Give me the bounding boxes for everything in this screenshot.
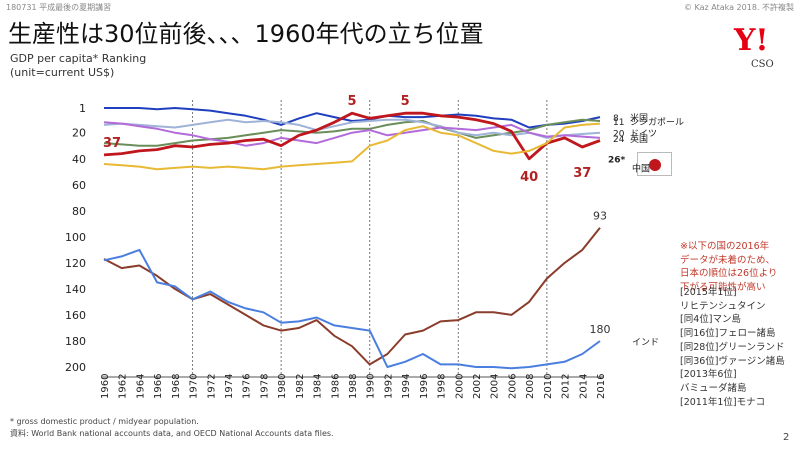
logo-caption: CSO bbox=[751, 59, 774, 70]
x-tick-label: 1998 bbox=[437, 374, 448, 399]
chart-subtitle: GDP per capita* Ranking (unit=current US… bbox=[10, 52, 146, 80]
data-annotation: 5 bbox=[347, 94, 356, 109]
x-tick-label: 1992 bbox=[383, 374, 394, 399]
legend-rank-label: 20 bbox=[613, 130, 625, 140]
x-tick-label: 1984 bbox=[313, 374, 324, 399]
yahoo-logo: Y! CSO bbox=[733, 23, 774, 70]
header-course-label: 180731 平成最後の夏期講習 bbox=[6, 3, 112, 12]
data-annotation: 37 bbox=[573, 166, 591, 181]
x-tick-label: 1970 bbox=[189, 374, 200, 399]
note-list-item: [2013年6位] bbox=[680, 369, 737, 381]
note-list-item: [同4位]マン島 bbox=[680, 314, 741, 326]
y-tick-label: 80 bbox=[72, 205, 86, 218]
copyright-label: © Kaz Ataka 2018. 不許複製 bbox=[683, 3, 794, 12]
x-tick-label: 1976 bbox=[242, 374, 253, 399]
x-tick-label: 1980 bbox=[277, 374, 288, 399]
x-tick-label: 1972 bbox=[206, 374, 217, 399]
japan-flag-icon bbox=[637, 152, 672, 176]
y-tick-label: 140 bbox=[65, 283, 86, 296]
x-tick-label: 1986 bbox=[330, 374, 341, 399]
y-tick-label: 40 bbox=[72, 153, 86, 166]
series-line bbox=[103, 122, 601, 171]
legend-rank-label: 11 bbox=[613, 118, 624, 128]
note-list-item: [2015年1位] bbox=[680, 287, 737, 298]
x-tick-label: 2010 bbox=[543, 374, 554, 399]
page-number: 2 bbox=[783, 432, 790, 443]
x-tick-label: 2016 bbox=[596, 374, 607, 399]
note-list-item: バミューダ諸島 bbox=[680, 382, 747, 394]
x-tick-label: 1994 bbox=[401, 374, 412, 399]
series-line bbox=[103, 118, 601, 147]
subtitle-line-1: GDP per capita* Ranking bbox=[10, 52, 147, 65]
note-list-item: リヒテンシュタイン bbox=[680, 300, 766, 312]
note-red-line: 日本の順位は26位より bbox=[680, 268, 778, 279]
legend-series-label: ドイツ bbox=[630, 130, 657, 140]
legend-rank-label: 8 bbox=[613, 114, 619, 124]
y-tick-label: 200 bbox=[65, 361, 86, 374]
x-tick-label: 1968 bbox=[171, 374, 182, 399]
logo-mark: Y! bbox=[733, 23, 769, 58]
x-tick-label: 1962 bbox=[118, 374, 129, 399]
x-tick-label: 2006 bbox=[507, 374, 518, 399]
y-tick-label: 20 bbox=[72, 127, 86, 140]
data-annotation: 37 bbox=[103, 136, 121, 151]
series-line bbox=[104, 107, 601, 129]
x-tick-label: 1966 bbox=[153, 374, 164, 399]
x-tick-label: 2004 bbox=[490, 374, 501, 399]
excluded-countries-list: [2015年1位] リヒテンシュタイン [同4位]マン島 [同16位]フェロー諸… bbox=[680, 286, 798, 409]
series-line bbox=[103, 248, 601, 370]
x-tick-label: 1996 bbox=[419, 374, 430, 399]
x-tick-label: 1988 bbox=[348, 374, 359, 399]
x-tick-label: 1990 bbox=[366, 374, 377, 399]
x-tick-label: 1960 bbox=[100, 374, 111, 399]
series-line bbox=[103, 121, 601, 147]
note-list-item: [同16位]フェロー諸島 bbox=[680, 328, 776, 340]
series-line bbox=[103, 227, 601, 366]
note-red-line: データが未着のため、 bbox=[680, 254, 776, 266]
series-name-label: インド bbox=[632, 338, 659, 348]
y-tick-label: 100 bbox=[65, 231, 86, 244]
note-list-item: [同36位]ヴァージン諸島 bbox=[680, 355, 785, 367]
data-caveat-note: ※以下の国の2016年 データが未着のため、 日本の順位は26位より 下がる可能… bbox=[680, 240, 798, 294]
note-list-item: [2011年1位]モナコ bbox=[680, 396, 766, 408]
series-line bbox=[103, 118, 601, 139]
x-tick-label: 1982 bbox=[295, 374, 306, 399]
footnote-definition: * gross domestic product / midyear popul… bbox=[10, 417, 199, 426]
series-name-label: 中国 bbox=[632, 163, 650, 175]
x-tick-label: 2002 bbox=[472, 374, 483, 399]
data-annotation: 5 bbox=[401, 94, 410, 109]
page-title: 生産性は30位前後、、、1960年代の立ち位置 bbox=[8, 20, 484, 48]
y-tick-label: 60 bbox=[72, 179, 86, 192]
series-line bbox=[103, 111, 601, 161]
y-tick-label: 160 bbox=[65, 309, 86, 322]
data-annotation: 40 bbox=[520, 170, 538, 185]
y-tick-label: 180 bbox=[65, 335, 86, 348]
footnote-source: 資料: World Bank national accounts data, a… bbox=[10, 429, 334, 438]
x-tick-label: 2012 bbox=[561, 374, 572, 399]
x-tick-label: 1978 bbox=[259, 374, 270, 399]
note-red-line: ※以下の国の2016年 bbox=[680, 241, 770, 252]
note-red-line: 下がる可能性が高い bbox=[680, 281, 766, 293]
legend-series-label: 英国 bbox=[630, 133, 648, 145]
x-tick-label: 1974 bbox=[224, 374, 235, 399]
legend-series-label: 米国 bbox=[630, 112, 648, 124]
legend-series-label: シンガポール bbox=[630, 117, 684, 128]
legend-rank-label: 24 bbox=[613, 135, 625, 145]
data-annotation: 93 bbox=[593, 210, 607, 223]
x-tick-label: 2000 bbox=[454, 374, 465, 399]
subtitle-line-2: (unit=current US$) bbox=[10, 66, 115, 79]
x-tick-label: 2008 bbox=[525, 374, 536, 399]
legend-rank-label: 26* bbox=[608, 156, 626, 166]
data-annotation: 180 bbox=[590, 323, 611, 336]
note-list-item: [同28位]グリーンランド bbox=[680, 341, 785, 353]
y-tick-label: 120 bbox=[65, 257, 86, 270]
y-tick-label: 1 bbox=[79, 102, 86, 115]
x-tick-label: 2014 bbox=[578, 374, 589, 399]
x-tick-label: 1964 bbox=[135, 374, 146, 399]
